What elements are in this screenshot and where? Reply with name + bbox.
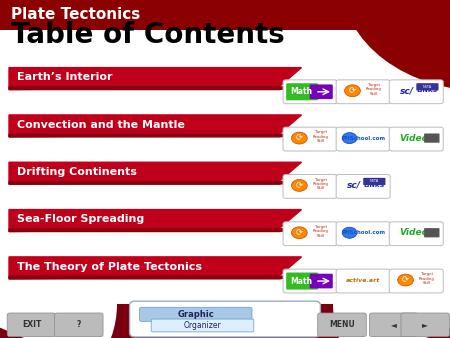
Text: Video: Video (400, 228, 428, 237)
Text: ⟳: ⟳ (349, 86, 356, 95)
FancyBboxPatch shape (0, 304, 450, 338)
Circle shape (292, 227, 307, 239)
Polygon shape (9, 276, 302, 279)
Text: LINKS: LINKS (363, 183, 384, 188)
FancyBboxPatch shape (389, 127, 443, 151)
Text: NSTA: NSTA (370, 179, 379, 184)
Text: Target
Reading
Skill: Target Reading Skill (419, 272, 435, 285)
Text: PHSchool.com: PHSchool.com (341, 136, 385, 141)
Text: Video: Video (400, 134, 428, 143)
FancyBboxPatch shape (389, 269, 443, 293)
Text: Target
Reading
Skill: Target Reading Skill (313, 178, 328, 190)
Circle shape (398, 274, 414, 286)
FancyBboxPatch shape (283, 174, 337, 198)
Text: LINKS: LINKS (416, 88, 437, 93)
FancyBboxPatch shape (310, 84, 333, 99)
Text: Target
Reading
Skill: Target Reading Skill (313, 130, 328, 143)
Circle shape (292, 179, 307, 191)
Text: EXIT: EXIT (22, 320, 41, 329)
Circle shape (292, 132, 307, 144)
FancyBboxPatch shape (283, 222, 337, 246)
Text: Organizer: Organizer (184, 321, 221, 330)
Text: ⟳: ⟳ (296, 181, 303, 190)
Text: Sea-Floor Spreading: Sea-Floor Spreading (17, 214, 144, 224)
FancyBboxPatch shape (283, 269, 337, 293)
Text: ⟳: ⟳ (296, 228, 303, 237)
Circle shape (342, 132, 357, 144)
Polygon shape (9, 182, 302, 184)
FancyBboxPatch shape (310, 274, 333, 288)
FancyBboxPatch shape (336, 269, 390, 293)
FancyBboxPatch shape (424, 134, 440, 143)
Text: Target
Reading
Skill: Target Reading Skill (313, 225, 328, 238)
Text: The Theory of Plate Tectonics: The Theory of Plate Tectonics (17, 262, 202, 271)
Text: MENU: MENU (329, 320, 355, 329)
FancyBboxPatch shape (389, 80, 443, 104)
FancyBboxPatch shape (336, 222, 390, 246)
FancyBboxPatch shape (283, 80, 337, 104)
FancyBboxPatch shape (286, 272, 318, 290)
FancyBboxPatch shape (151, 319, 254, 332)
Text: active.art: active.art (346, 277, 380, 283)
Text: ⟳: ⟳ (296, 134, 303, 143)
FancyBboxPatch shape (424, 228, 440, 237)
Text: ◄: ◄ (391, 320, 397, 329)
FancyBboxPatch shape (140, 307, 252, 321)
Wedge shape (333, 240, 450, 338)
FancyBboxPatch shape (336, 127, 390, 151)
Polygon shape (9, 229, 302, 232)
Text: Table of Contents: Table of Contents (11, 22, 285, 49)
Text: Drifting Continents: Drifting Continents (17, 167, 137, 177)
Text: Math: Math (290, 87, 312, 96)
Text: Target
Reading
Skill: Target Reading Skill (366, 83, 382, 96)
FancyBboxPatch shape (283, 127, 337, 151)
Text: ►: ► (422, 320, 428, 329)
Polygon shape (9, 87, 302, 90)
FancyBboxPatch shape (0, 0, 450, 30)
FancyBboxPatch shape (286, 83, 318, 100)
Circle shape (345, 85, 360, 97)
Text: NSTA: NSTA (423, 85, 432, 89)
Text: sc/: sc/ (400, 86, 414, 95)
FancyBboxPatch shape (130, 301, 320, 337)
Text: Convection and the Mantle: Convection and the Mantle (17, 120, 185, 129)
Polygon shape (9, 257, 302, 279)
Text: Earth’s Interior: Earth’s Interior (17, 72, 112, 82)
FancyBboxPatch shape (54, 313, 103, 337)
Text: ?: ? (76, 320, 81, 329)
FancyBboxPatch shape (363, 178, 386, 185)
FancyBboxPatch shape (369, 313, 418, 337)
Text: ⟳: ⟳ (402, 275, 409, 285)
Circle shape (342, 227, 357, 238)
Text: Math: Math (290, 276, 312, 286)
FancyBboxPatch shape (7, 313, 56, 337)
FancyBboxPatch shape (336, 80, 390, 104)
Polygon shape (9, 115, 302, 137)
Polygon shape (9, 134, 302, 137)
Text: Graphic: Graphic (177, 310, 214, 319)
Text: sc/: sc/ (346, 181, 360, 190)
FancyBboxPatch shape (389, 222, 443, 246)
Text: Plate Tectonics: Plate Tectonics (11, 7, 140, 22)
FancyBboxPatch shape (336, 174, 390, 198)
Wedge shape (0, 240, 117, 338)
Polygon shape (9, 68, 302, 90)
FancyBboxPatch shape (416, 83, 439, 91)
FancyBboxPatch shape (401, 313, 450, 337)
Polygon shape (9, 210, 302, 232)
Wedge shape (342, 0, 450, 91)
Polygon shape (9, 162, 302, 184)
FancyBboxPatch shape (318, 313, 366, 337)
Text: PHSchool.com: PHSchool.com (341, 230, 385, 235)
